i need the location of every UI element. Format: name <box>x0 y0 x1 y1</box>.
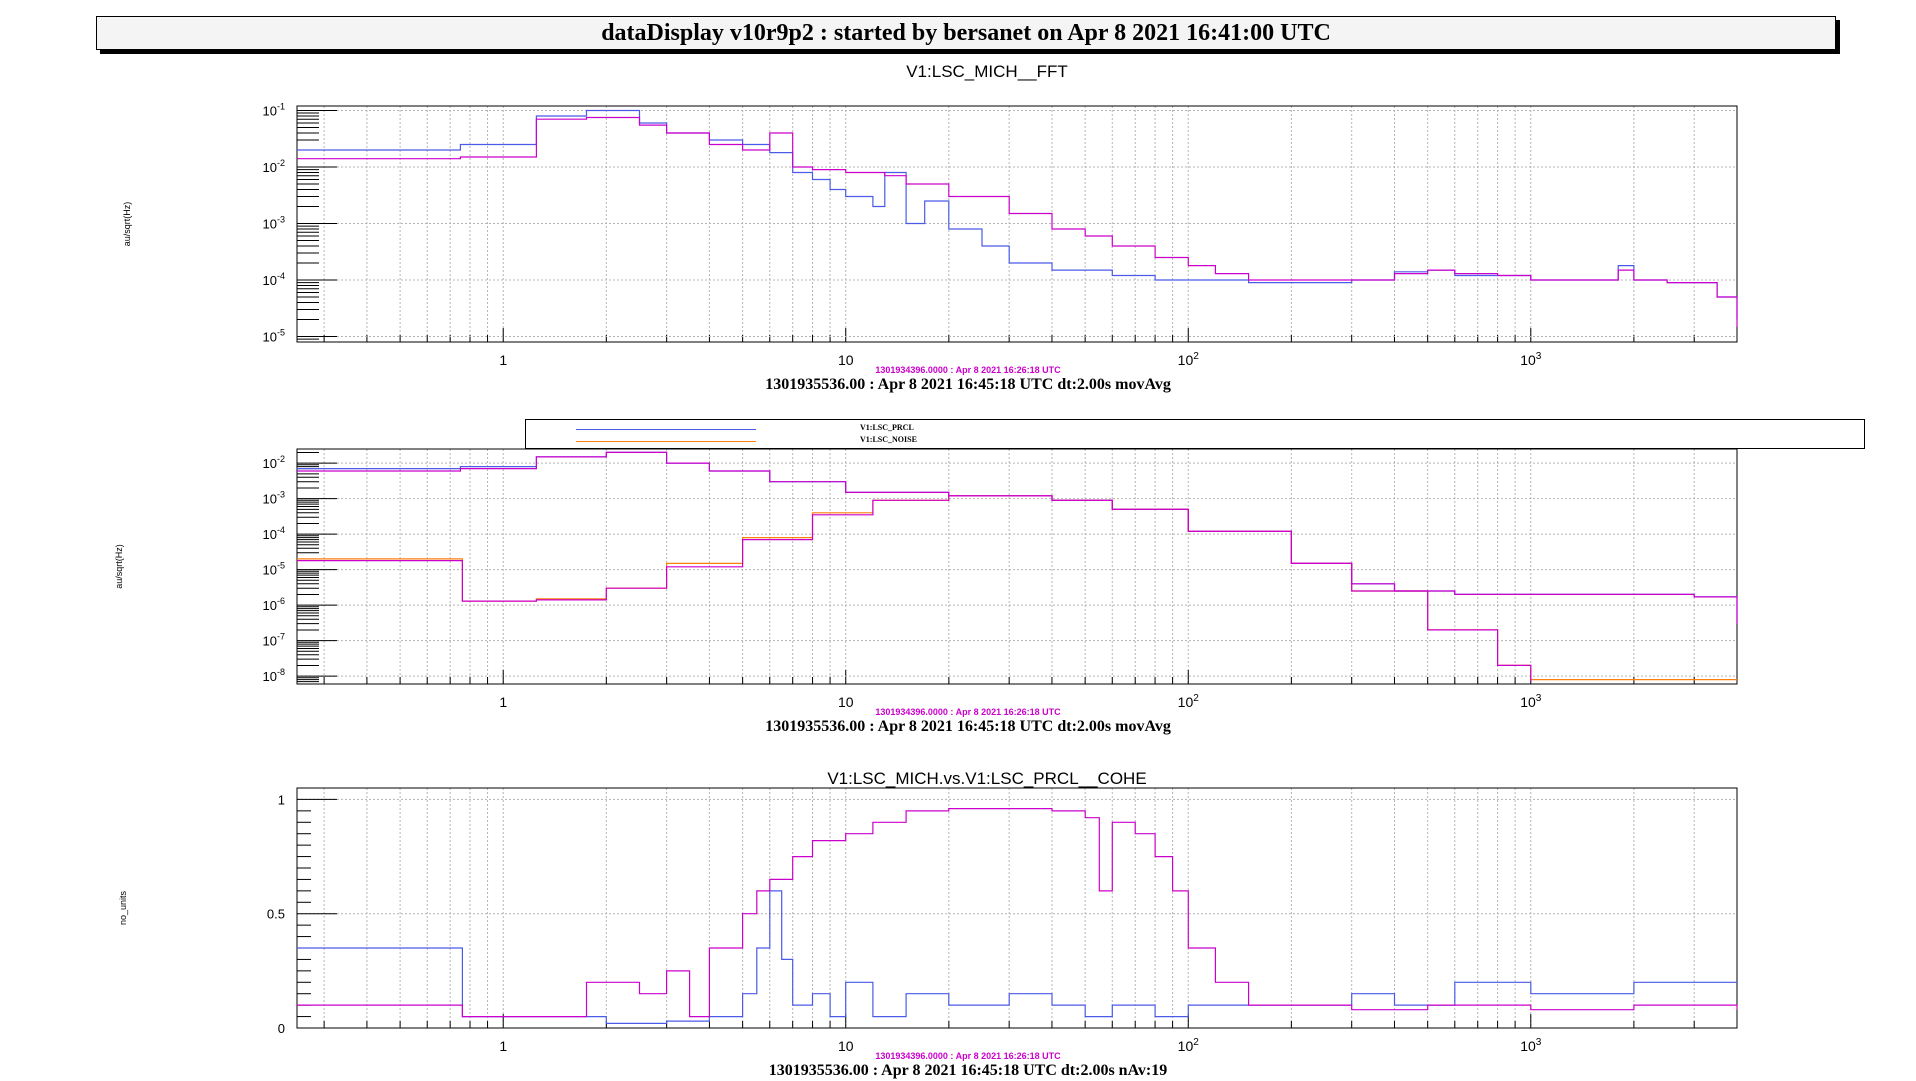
y-tick-label: 10-3 <box>263 214 285 231</box>
y-axis-label: au/sqrt(Hz) <box>122 202 132 247</box>
x-tick-label: 10 <box>838 1038 854 1054</box>
y-tick-label: 0.5 <box>267 907 285 922</box>
time-label: 1301935536.00 : Apr 8 2021 16:45:18 UTC … <box>765 376 1171 393</box>
legend: V1:LSC_PRCL V1:LSC_NOISE <box>525 419 1865 449</box>
y-tick-label: 10-5 <box>263 328 285 345</box>
page-title: dataDisplay v10r9p2 : started by bersane… <box>96 16 1836 50</box>
y-tick-label: 10-8 <box>263 667 285 684</box>
y-tick-label: 10-3 <box>263 490 285 507</box>
plot-panel-2: 10-8 10-7 10-6 10-5 10-4 10-3 10-2 au/sqrt(Hz) <box>114 448 1738 685</box>
y-tick-label: 10-4 <box>263 525 285 542</box>
x-tick-label: 103 <box>1520 351 1542 368</box>
chart-title: V1:LSC_MICH.vs.V1:LSC_PRCL__COHE <box>827 769 1146 788</box>
series-magenta-line <box>297 808 1738 1018</box>
y-axis-label: au/sqrt(Hz) <box>114 544 124 589</box>
y-tick-label: 10-5 <box>263 561 285 578</box>
legend-swatch <box>576 429 756 430</box>
x-tick-label: 103 <box>1520 693 1542 710</box>
series-magenta-line <box>297 116 1738 327</box>
x-tick-label: 102 <box>1178 1037 1200 1054</box>
series-v1-lsc-prcl-line <box>297 451 1738 624</box>
plot-panel-1: 10-5 10-4 10-3 10-2 10-1 au/sqrt(Hz) <box>122 101 1738 345</box>
y-tick-label: 10-7 <box>263 632 285 649</box>
reference-time: 1301934396.0000 : Apr 8 2021 16:26:18 UT… <box>875 707 1061 717</box>
series-magenta-line <box>297 495 1532 682</box>
time-label: 1301935536.00 : Apr 8 2021 16:45:18 UTC … <box>769 1062 1168 1079</box>
plot-frame <box>296 787 1738 1029</box>
legend-label: V1:LSC_PRCL <box>860 423 914 432</box>
series-v1-lsc-noise-line <box>297 495 1737 681</box>
reference-time: 1301934396.0000 : Apr 8 2021 16:26:18 UT… <box>875 365 1061 375</box>
x-tick-label: 102 <box>1178 693 1200 710</box>
x-tick-label: 103 <box>1520 1037 1542 1054</box>
legend-label: V1:LSC_NOISE <box>860 435 917 444</box>
legend-entry: V1:LSC_PRCL <box>526 423 926 435</box>
y-tick-label: 10-2 <box>263 158 285 175</box>
chart-title: V1:LSC_MICH__FFT <box>906 62 1068 81</box>
y-tick-label: 10-6 <box>263 596 285 613</box>
x-tick-label: 1 <box>499 1038 507 1054</box>
series-blue-line <box>297 890 1737 1024</box>
y-tick-label: 0 <box>278 1021 285 1036</box>
x-tick-label: 10 <box>838 694 854 710</box>
x-tick-label: 102 <box>1178 351 1200 368</box>
series-magenta-line <box>297 451 1738 624</box>
y-tick-label: 10-4 <box>263 271 285 288</box>
reference-time: 1301934396.0000 : Apr 8 2021 16:26:18 UT… <box>875 1051 1061 1061</box>
time-label: 1301935536.00 : Apr 8 2021 16:45:18 UTC … <box>765 718 1171 735</box>
x-tick-label: 10 <box>838 352 854 368</box>
y-tick-label: 10-1 <box>263 101 285 118</box>
y-tick-label: 10-2 <box>263 454 285 471</box>
x-tick-label: 1 <box>499 352 507 368</box>
plot-frame <box>296 105 1738 343</box>
plot-panel-3: 0 0.5 1 no_units <box>118 787 1738 1036</box>
legend-entry: V1:LSC_NOISE <box>526 435 926 447</box>
legend-swatch <box>576 441 756 442</box>
y-tick-label: 1 <box>278 792 285 807</box>
y-axis-label: no_units <box>118 890 128 925</box>
series-blue-line <box>297 109 1738 320</box>
plot-frame <box>296 448 1738 685</box>
x-tick-label: 1 <box>499 694 507 710</box>
